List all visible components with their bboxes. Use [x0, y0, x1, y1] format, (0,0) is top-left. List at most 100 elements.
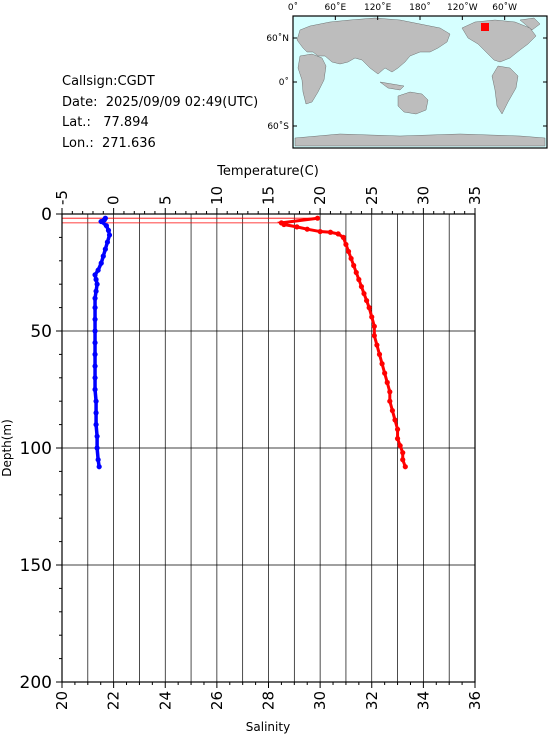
land-australia: [397, 91, 429, 115]
map-lon-label: 0˚: [288, 2, 298, 13]
salinity-point: [356, 276, 362, 283]
temperature-point: [104, 239, 111, 245]
map-lon-label: 60˚E: [325, 2, 347, 13]
temperature-point: [103, 223, 109, 229]
salinity-tick-label: 22: [105, 691, 123, 710]
map-lon-label: 60˚W: [492, 2, 517, 13]
temperature-point: [102, 246, 108, 252]
land-africa: [297, 53, 327, 105]
temperature-tick-label: -5: [53, 190, 71, 205]
land-greenland: [519, 17, 541, 31]
salinity-point: [387, 389, 393, 395]
salinity-point: [402, 464, 408, 470]
date-value: 2025/09/09 02:49(UTC): [105, 94, 259, 110]
temperature-point: [98, 260, 104, 266]
temperature-point: [92, 305, 98, 311]
date-label: Date:: [62, 94, 98, 110]
salinity-point: [281, 221, 287, 228]
temperature-point: [94, 445, 100, 451]
temperature-point: [93, 398, 99, 404]
temperature-point: [92, 328, 98, 334]
land-antarctica: [294, 133, 546, 147]
temperature-tick-label: 25: [363, 186, 381, 205]
salinity-point: [400, 457, 406, 463]
salinity-point: [389, 407, 395, 414]
map-land: [294, 17, 546, 147]
temperature-point: [95, 457, 101, 463]
salinity-point: [335, 231, 341, 237]
temperature-point: [94, 433, 100, 439]
salinity-point: [314, 215, 321, 221]
salinity-point: [340, 234, 346, 240]
temperature-point: [94, 281, 100, 287]
map-left-labels: 60˚N 0˚ 60˚S: [266, 33, 547, 132]
salinity-tick-label: 20: [53, 691, 71, 710]
temperature-point: [92, 386, 98, 393]
temperature-point: [92, 375, 98, 381]
depth-tick-label: 50: [30, 322, 52, 342]
location-marker: [481, 23, 489, 31]
temperature-point: [92, 340, 98, 346]
salinity-point: [379, 361, 385, 367]
temperature-point: [93, 422, 99, 428]
salinity-point: [371, 323, 377, 329]
salinity-point: [353, 269, 359, 276]
temperature-axis-label: Temperature(C): [216, 164, 319, 179]
salinity-point: [397, 443, 403, 449]
salinity-tick-label: 36: [466, 691, 484, 710]
salinity-tick-label: 30: [311, 691, 329, 710]
temperature-tick-label: 35: [466, 186, 484, 205]
temperature-tick-label: 15: [260, 186, 278, 205]
temperature-tick-label: 20: [311, 186, 329, 205]
salinity-point: [348, 255, 354, 262]
temperature-point: [96, 464, 102, 470]
lon-label: Lon.:: [62, 135, 94, 151]
salinity-point: [343, 241, 349, 248]
callsign-row: Callsign:CGDT: [62, 72, 258, 93]
lat-value: 77.894: [103, 115, 149, 130]
land-south-america: [491, 65, 519, 115]
map-lat-label: 60˚N: [266, 33, 289, 44]
salinity-point: [358, 283, 365, 290]
temperature-tick-label: 5: [156, 195, 174, 205]
temperature-point: [106, 232, 113, 238]
depth-tick-label: 150: [20, 556, 52, 576]
temperature-point: [92, 272, 98, 278]
station-info: Callsign:CGDT Date: 2025/09/09 02:49(UTC…: [62, 72, 258, 154]
salinity-point: [394, 426, 401, 432]
temperature-point: [105, 227, 112, 233]
land-europe-asia: [296, 17, 451, 75]
temperature-point: [100, 253, 106, 259]
map-lon-label: 180˚: [409, 2, 431, 13]
salinity-point: [345, 248, 352, 255]
temperature-point: [92, 351, 98, 357]
map-lat-label: 0˚: [279, 77, 289, 88]
depth-tick-label: 200: [20, 673, 52, 693]
temperature-tick-label: 0: [105, 195, 123, 205]
salinity-point: [317, 228, 323, 235]
chart-grid: [61, 213, 476, 683]
salinity-point: [294, 224, 300, 230]
callsign-label: Callsign:: [62, 74, 118, 89]
salinity-tick-label: 34: [414, 691, 432, 710]
salinity-point: [351, 262, 357, 269]
callsign-value: CGDT: [117, 74, 155, 89]
salinity-point: [363, 297, 370, 304]
map-lon-label: 120˚E: [364, 2, 392, 13]
salinity-point: [304, 226, 310, 232]
date-row: Date: 2025/09/09 02:49(UTC): [62, 93, 258, 114]
temperature-tick-label: 30: [414, 186, 432, 205]
lon-row: Lon.: 271.636: [62, 134, 258, 155]
temperature-point: [92, 363, 98, 369]
depth-tick-label: 0: [41, 205, 52, 225]
map-top-labels: 0˚ 60˚E 120˚E 180˚ 120˚W 60˚W: [288, 2, 517, 20]
temperature-point: [98, 218, 104, 225]
salinity-point: [327, 229, 334, 235]
salinity-point: [366, 305, 372, 311]
map-lat-label: 60˚S: [267, 121, 289, 132]
salinity-point: [384, 379, 390, 386]
salinity-point: [376, 351, 383, 357]
